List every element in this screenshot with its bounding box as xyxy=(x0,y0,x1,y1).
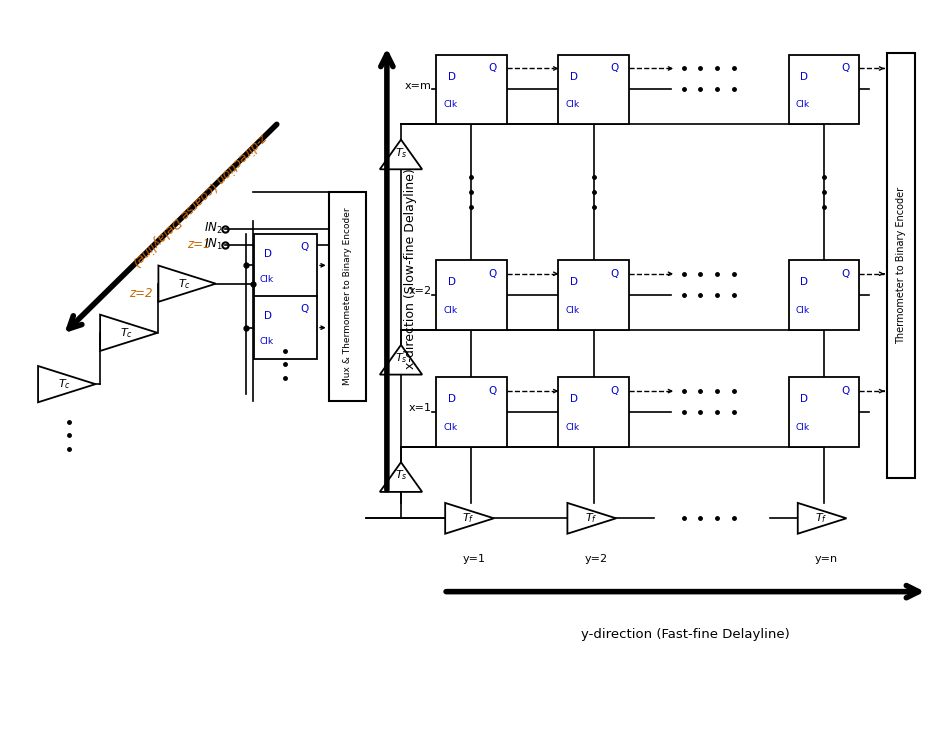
Text: $T_c$: $T_c$ xyxy=(120,326,133,340)
Polygon shape xyxy=(568,503,616,534)
Text: Clk: Clk xyxy=(443,100,457,109)
Polygon shape xyxy=(100,315,157,351)
Text: Q: Q xyxy=(611,269,619,279)
Text: D: D xyxy=(800,394,808,405)
Text: D: D xyxy=(570,277,578,287)
Text: D: D xyxy=(570,394,578,405)
Text: x=1: x=1 xyxy=(408,403,432,414)
Bar xyxy=(789,260,859,330)
Text: Clk: Clk xyxy=(796,422,810,432)
Bar xyxy=(437,54,506,124)
Text: Q: Q xyxy=(488,63,497,74)
Text: D: D xyxy=(264,249,272,259)
Text: Q: Q xyxy=(300,241,308,252)
Text: z-direction (coarse Delayline): z-direction (coarse Delayline) xyxy=(129,130,269,269)
Text: Mux & Thermometer to Binary Encoder: Mux & Thermometer to Binary Encoder xyxy=(343,208,352,386)
Text: D: D xyxy=(800,72,808,82)
Text: Q: Q xyxy=(300,304,308,314)
Text: D: D xyxy=(448,394,455,405)
Text: Clk: Clk xyxy=(260,337,274,346)
Text: $T_c$: $T_c$ xyxy=(58,378,71,391)
Polygon shape xyxy=(380,140,422,169)
Text: y=2: y=2 xyxy=(585,553,608,564)
Text: Clk: Clk xyxy=(566,422,580,432)
Text: z=2: z=2 xyxy=(128,287,152,300)
Text: D: D xyxy=(448,277,455,287)
Bar xyxy=(328,192,366,401)
Polygon shape xyxy=(380,345,422,375)
Text: $IN_2$: $IN_2$ xyxy=(204,221,223,236)
Text: Clk: Clk xyxy=(796,305,810,314)
Text: y=n: y=n xyxy=(815,553,838,564)
Text: Clk: Clk xyxy=(443,422,457,432)
Bar xyxy=(437,377,506,447)
Text: Q: Q xyxy=(841,269,850,279)
Bar xyxy=(558,54,629,124)
Text: Clk: Clk xyxy=(796,100,810,109)
Text: Q: Q xyxy=(611,63,619,74)
Text: $T_s$: $T_s$ xyxy=(395,146,407,160)
Text: D: D xyxy=(448,72,455,82)
Text: D: D xyxy=(570,72,578,82)
Text: Clk: Clk xyxy=(566,100,580,109)
Bar xyxy=(558,377,629,447)
Bar xyxy=(558,260,629,330)
Text: Q: Q xyxy=(488,386,497,396)
Text: x-direction (Slow-fine Delayline): x-direction (Slow-fine Delayline) xyxy=(404,169,417,369)
Bar xyxy=(789,54,859,124)
Text: $IN_1$: $IN_1$ xyxy=(204,237,223,252)
Text: $T_c$: $T_c$ xyxy=(178,277,191,291)
Text: $T_s$: $T_s$ xyxy=(395,469,407,482)
Bar xyxy=(437,260,506,330)
Bar xyxy=(887,53,916,478)
Text: $T_f$: $T_f$ xyxy=(815,512,828,526)
Text: $T_s$: $T_s$ xyxy=(395,351,407,365)
Text: D: D xyxy=(800,277,808,287)
Text: D: D xyxy=(264,311,272,322)
Text: Clk: Clk xyxy=(443,305,457,314)
Polygon shape xyxy=(380,462,422,492)
Text: Clk: Clk xyxy=(260,275,274,283)
Polygon shape xyxy=(38,366,95,403)
Text: Q: Q xyxy=(611,386,619,396)
Text: Q: Q xyxy=(488,269,497,279)
Text: $T_f$: $T_f$ xyxy=(585,512,597,526)
Text: Q: Q xyxy=(841,63,850,74)
Polygon shape xyxy=(798,503,847,534)
Text: x=m: x=m xyxy=(405,81,432,91)
Text: Thermometer to Binary Encoder: Thermometer to Binary Encoder xyxy=(896,187,906,344)
Text: Q: Q xyxy=(841,386,850,396)
Text: x=2: x=2 xyxy=(408,286,432,296)
Bar xyxy=(254,234,317,297)
Bar xyxy=(789,377,859,447)
Text: Clk: Clk xyxy=(566,305,580,314)
Text: y=1: y=1 xyxy=(463,553,486,564)
Polygon shape xyxy=(445,503,494,534)
Text: $T_f$: $T_f$ xyxy=(462,512,475,526)
Bar xyxy=(254,297,317,359)
Text: z=1: z=1 xyxy=(187,238,210,251)
Polygon shape xyxy=(158,266,216,302)
Text: y-direction (Fast-fine Delayline): y-direction (Fast-fine Delayline) xyxy=(581,629,790,641)
